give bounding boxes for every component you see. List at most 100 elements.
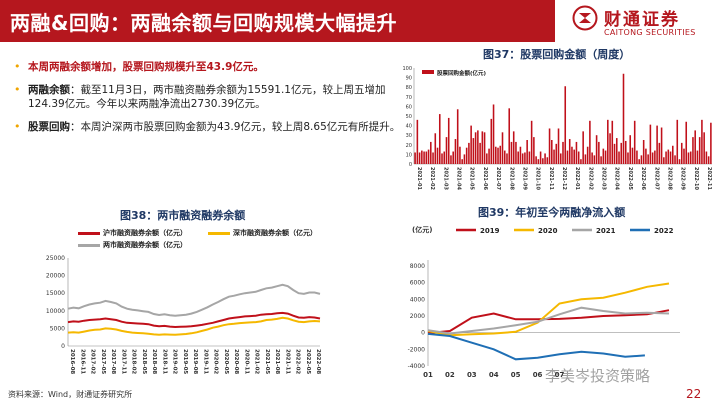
- bar: [654, 150, 656, 164]
- bar: [566, 150, 569, 164]
- bar: [528, 151, 531, 164]
- bar: [557, 128, 560, 164]
- x-tick-label: 04: [489, 371, 499, 379]
- bar: [517, 151, 519, 164]
- x-tick-label: 2021-11: [284, 349, 290, 374]
- bar: [461, 159, 463, 164]
- x-tick-label: 2017-08: [110, 349, 116, 374]
- x-tick-label: 2018-11: [161, 349, 167, 374]
- bar: [663, 157, 665, 164]
- y-tick-label: -4000: [408, 363, 426, 370]
- chart38-legend-item: 两市融资融券余额（亿元）: [78, 240, 187, 250]
- bullet-margin-text: ：截至11月3日，两市融资融券余额为15591.1亿元，较上周五增加124.39…: [28, 84, 386, 110]
- bar: [591, 152, 593, 164]
- y-tick-label: -2000: [408, 346, 426, 353]
- x-tick-label: 2021-08: [274, 349, 280, 374]
- bar: [633, 120, 636, 164]
- x-tick-label: 2021-09: [521, 167, 527, 190]
- bar: [577, 151, 580, 164]
- x-tick-label: 2022-01: [574, 167, 580, 190]
- x-tick-label: 2021-11: [548, 167, 554, 190]
- bar: [689, 151, 692, 164]
- bar: [694, 130, 696, 164]
- bar: [519, 146, 522, 164]
- bar: [593, 155, 596, 164]
- x-tick-label: 2021-02: [429, 167, 435, 190]
- bar: [696, 150, 699, 164]
- x-tick-label: 2019-11: [202, 349, 208, 374]
- bar: [465, 147, 468, 164]
- bar: [600, 156, 602, 164]
- bar: [477, 130, 479, 164]
- watermark-text: 李美岑投资策略: [545, 367, 651, 385]
- series-line: [427, 306, 670, 335]
- bar: [620, 142, 623, 164]
- x-tick-label: 2020-08: [233, 349, 239, 374]
- x-tick-label: 2016-08: [69, 349, 75, 374]
- bar: [483, 132, 486, 164]
- x-tick-label: 2016-11: [79, 349, 85, 374]
- x-tick-label: 2022-04: [614, 167, 620, 190]
- x-tick-label: 2021-01: [416, 167, 422, 190]
- legend-label: 两市融资融券余额（亿元）: [103, 241, 187, 249]
- bar: [503, 150, 506, 164]
- bar: [463, 154, 466, 164]
- bar: [687, 152, 690, 164]
- series-line: [67, 283, 321, 317]
- chart38-margin-lines: 0 5000 10000 15000 20000 25000 2016-08 2016-11 2…: [46, 255, 321, 374]
- chart38-legend-item: 深市融资融券余额（亿元）: [208, 228, 317, 238]
- bar: [436, 147, 439, 164]
- legend-label: 沪市融资融券余额（亿元）: [103, 229, 187, 237]
- bar: [488, 148, 490, 164]
- bar: [571, 146, 573, 164]
- x-tick-label: 2022-08: [666, 167, 672, 190]
- y-axis-unit: (亿元): [412, 225, 432, 234]
- bar: [441, 153, 443, 164]
- source-note: 资料来源：Wind，财通证券研究所: [8, 390, 133, 399]
- bar: [692, 137, 694, 164]
- bar: [676, 119, 679, 164]
- x-tick-label: 2021-04: [456, 167, 462, 190]
- y-tick-label: 80: [406, 85, 412, 91]
- bar: [447, 117, 450, 164]
- bar: [685, 121, 688, 164]
- bar: [508, 108, 511, 164]
- bar: [443, 151, 446, 164]
- bar: [481, 131, 484, 164]
- bar: [701, 119, 703, 164]
- bar: [636, 150, 638, 164]
- bullet-list: • 本周两融余额增加，股票回购规模升至43.9亿元。 • 两融余额：截至11月3…: [14, 60, 406, 143]
- bar: [452, 151, 454, 164]
- y-tick-label: 6000: [410, 280, 425, 287]
- x-tick-label: 2022-08: [315, 349, 321, 374]
- bar: [647, 154, 649, 164]
- y-tick-label: 8000: [410, 263, 425, 270]
- x-tick-label: 2017-11: [120, 349, 126, 374]
- x-tick-label: 2021-08: [508, 167, 514, 190]
- bar: [584, 154, 587, 164]
- x-tick-label: 03: [467, 371, 477, 379]
- bar: [638, 159, 640, 164]
- series-line: [67, 311, 321, 329]
- bar: [703, 132, 705, 164]
- bar: [526, 140, 528, 164]
- bar: [640, 155, 643, 164]
- bar: [427, 149, 430, 164]
- legend-swatch: [422, 70, 434, 74]
- chart39-netflow-lines: (亿元) 2019 2020 2021 2022 -4000 -2000 0 2000 4000 6…: [408, 225, 680, 379]
- bar: [418, 152, 421, 164]
- chart37-title: 图37：股票回购金额（周度）: [483, 48, 631, 61]
- bar: [537, 159, 540, 164]
- bar: [551, 140, 553, 164]
- bar: [468, 142, 470, 164]
- bar: [416, 119, 419, 164]
- bar: [414, 152, 416, 164]
- bullet-dot-icon: •: [14, 120, 21, 133]
- bar: [564, 86, 567, 164]
- bar: [649, 124, 652, 164]
- bar: [553, 149, 555, 164]
- chart39-title: 图39：年初至今两融净流入额: [478, 206, 626, 219]
- x-tick-label: 2022-03: [601, 167, 607, 190]
- bar: [622, 73, 625, 164]
- bar: [710, 122, 712, 164]
